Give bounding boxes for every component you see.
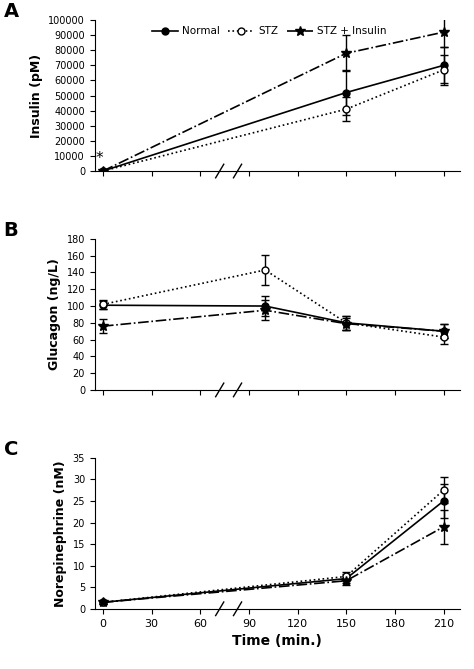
Y-axis label: Glucagon (ng/L): Glucagon (ng/L) (48, 258, 61, 371)
X-axis label: Time (min.): Time (min.) (232, 634, 322, 648)
Text: A: A (4, 2, 18, 21)
Y-axis label: Insulin (pM): Insulin (pM) (30, 54, 43, 138)
Text: B: B (4, 221, 18, 240)
Text: C: C (4, 440, 18, 459)
Text: *: * (96, 151, 103, 167)
Legend: Normal, STZ, STZ + Insulin: Normal, STZ, STZ + Insulin (147, 22, 391, 41)
Y-axis label: Norepinephrine (nM): Norepinephrine (nM) (54, 460, 67, 607)
